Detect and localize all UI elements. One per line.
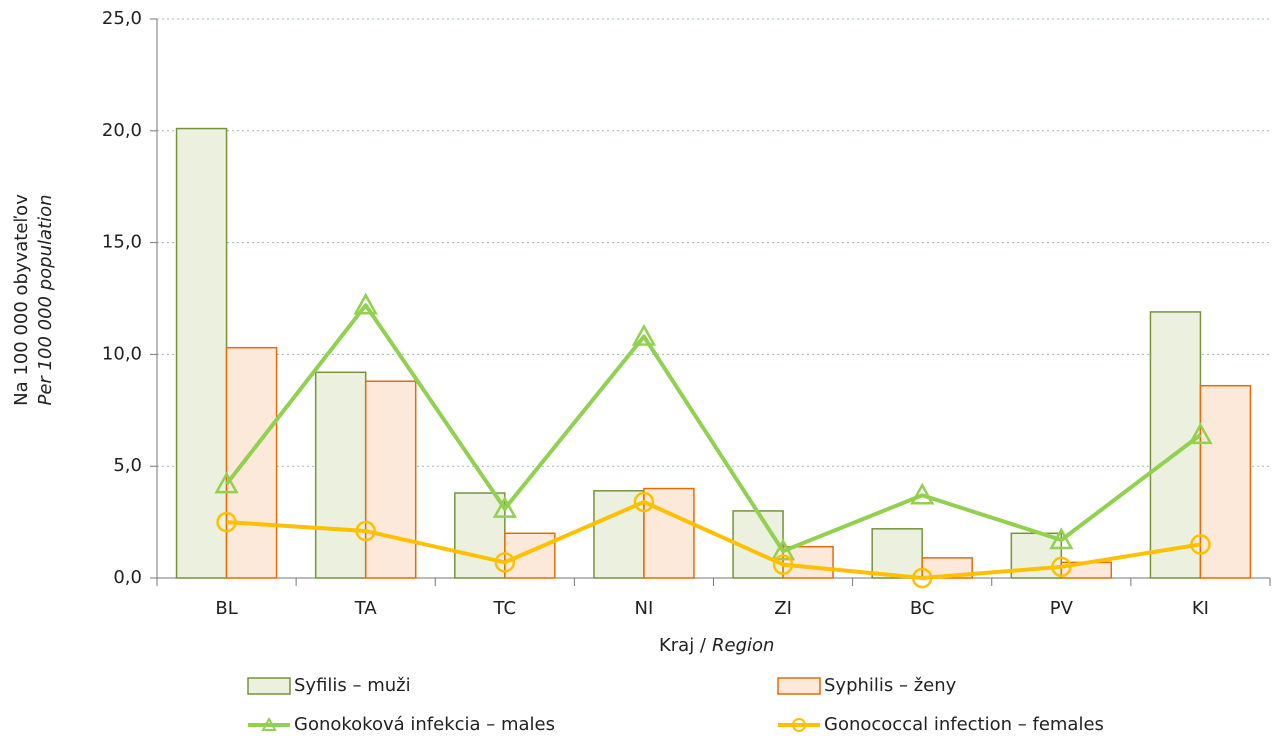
x-axis-label: Region	[712, 635, 774, 656]
x-tick-label: TC	[493, 598, 517, 619]
legend-label: Gonokoková infekcia – males	[294, 714, 555, 735]
legend-swatch	[777, 677, 821, 695]
bar	[1149, 311, 1202, 579]
legend-label: Gonococcal infection – females	[824, 714, 1104, 735]
marker	[911, 567, 933, 589]
y-tick-label: 0,0	[113, 567, 142, 588]
legend-swatch	[247, 677, 291, 695]
y-tick-label: 25,0	[102, 8, 142, 29]
legend-marker	[792, 718, 806, 732]
x-tick-label: KI	[1192, 598, 1209, 619]
marker	[214, 471, 239, 494]
marker	[492, 496, 517, 518]
x-tick-label: ZI	[774, 598, 792, 619]
line	[224, 303, 1202, 554]
marker	[633, 491, 655, 513]
bar	[643, 487, 695, 579]
y-tick-label: 5,0	[113, 455, 142, 476]
marker	[770, 538, 796, 561]
line	[226, 499, 1201, 580]
bar	[314, 371, 367, 579]
y-tick-label: 20,0	[102, 120, 142, 141]
x-tick-label: NI	[635, 598, 654, 619]
y-tick-label: 10,0	[102, 343, 142, 364]
y-axis-label: Na 100 000 obyvateľov	[11, 194, 32, 406]
bar	[175, 127, 228, 579]
marker	[216, 511, 237, 533]
marker	[772, 554, 794, 575]
legend-label: Syfilis – muži	[294, 675, 411, 696]
marker	[1190, 534, 1211, 555]
x-tick-label: BL	[215, 598, 237, 619]
y-tick-label: 15,0	[102, 232, 142, 253]
x-axis-label: Kraj /	[659, 635, 707, 656]
marker	[1049, 527, 1074, 550]
legend-marker	[261, 716, 277, 731]
bar	[364, 380, 417, 579]
bar	[225, 346, 278, 579]
marker	[1051, 556, 1072, 578]
marker	[910, 482, 935, 505]
marker	[494, 552, 516, 573]
x-tick-label: PV	[1050, 598, 1074, 619]
y-axis-label: Per 100 000 population	[35, 195, 56, 406]
marker	[355, 520, 376, 542]
x-tick-label: TA	[354, 598, 378, 619]
x-tick-label: BC	[910, 598, 935, 619]
legend-label: Syphilis – ženy	[824, 675, 957, 696]
bar	[871, 528, 923, 579]
marker	[353, 292, 378, 315]
marker	[631, 323, 657, 346]
marker	[1188, 422, 1213, 445]
bar	[504, 532, 556, 579]
